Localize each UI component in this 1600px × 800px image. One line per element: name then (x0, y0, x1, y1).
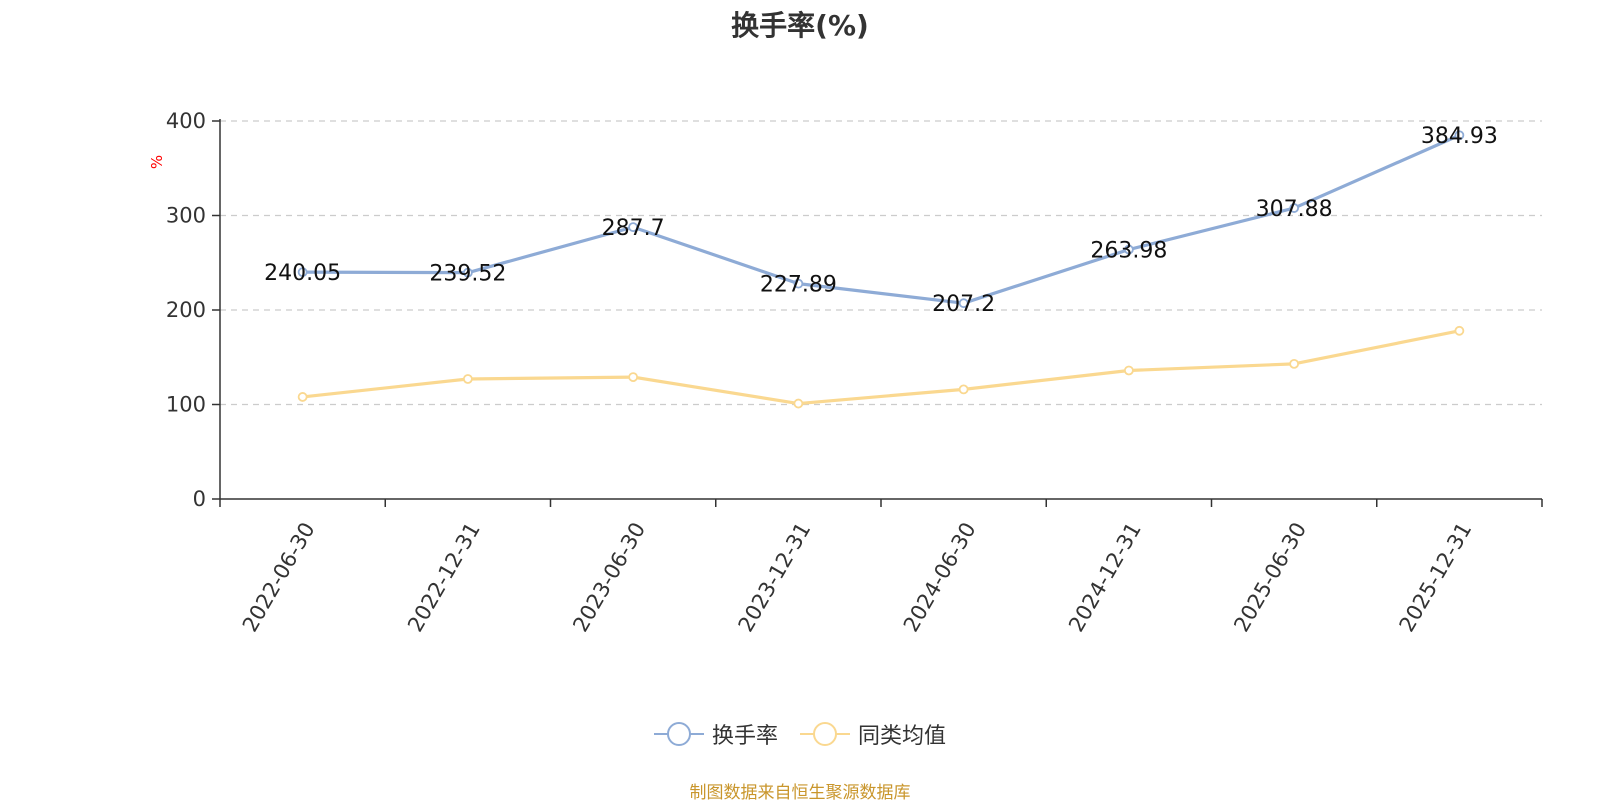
data-point-turnover[interactable] (297, 267, 308, 278)
y-tick-label: 100 (166, 393, 206, 417)
data-label: 240.05 (264, 261, 341, 286)
x-tick-label: 2022-12-31 (403, 518, 485, 636)
legend-label-peer-average: 同类均值 (858, 724, 947, 749)
data-point-peer-average[interactable] (1454, 325, 1465, 336)
y-tick-label: 0 (193, 487, 206, 511)
data-point-peer-average[interactable] (793, 398, 804, 409)
x-tick-label: 2022-06-30 (238, 518, 320, 636)
data-point-turnover[interactable] (1454, 130, 1465, 141)
legend-item-peer-average[interactable]: 同类均值 (800, 718, 946, 750)
x-tick-label: 2023-06-30 (568, 518, 650, 636)
data-point-peer-average[interactable] (958, 384, 969, 395)
data-point-turnover[interactable] (793, 278, 804, 289)
chart-title: 换手率(%) (731, 9, 869, 42)
legend: 换手率 同类均值 (0, 718, 1600, 750)
data-label: 307.88 (1256, 197, 1333, 222)
data-label: 207.2 (932, 292, 995, 317)
x-tick-label: 2023-12-31 (734, 518, 816, 636)
data-point-peer-average[interactable] (628, 372, 639, 382)
data-label: 384.93 (1421, 124, 1498, 149)
gridlines (220, 120, 1542, 406)
data-point-turnover[interactable] (462, 267, 473, 278)
x-tick-label: 2025-06-30 (1229, 518, 1311, 636)
data-point-turnover[interactable] (1289, 203, 1300, 213)
data-label: 263.98 (1090, 239, 1167, 264)
legend-item-turnover[interactable]: 换手率 (653, 718, 778, 750)
x-tick-label: 2025-12-31 (1395, 518, 1477, 636)
legend-label-turnover: 换手率 (711, 724, 778, 749)
data-point-turnover[interactable] (628, 222, 639, 233)
data-label: 239.52 (429, 262, 506, 287)
data-point-peer-average[interactable] (297, 392, 308, 402)
series-line-turnover (302, 133, 1461, 305)
y-axis-unit-label: % (148, 155, 166, 169)
source-note: 制图数据来自恒生聚源数据库 (689, 783, 911, 800)
series-lines (297, 130, 1465, 409)
data-point-peer-average[interactable] (1123, 365, 1134, 376)
y-tick-label: 400 (166, 109, 206, 133)
y-tick-label: 300 (166, 204, 206, 228)
circle-line-icon (653, 722, 704, 746)
data-point-turnover[interactable] (1123, 244, 1134, 255)
series-line-peer-average (302, 329, 1460, 406)
data-labels: 240.05 239.52 287.7 227.89 207.2 263.98 307.88… (264, 124, 1498, 317)
data-point-peer-average[interactable] (1289, 358, 1300, 369)
x-tick-label: 2024-06-30 (899, 518, 981, 636)
y-tick-label: 200 (166, 298, 206, 322)
data-label: 287.7 (602, 216, 665, 241)
data-label: 227.89 (760, 273, 837, 298)
data-point-peer-average[interactable] (462, 374, 473, 384)
data-point-turnover[interactable] (958, 298, 969, 309)
x-tick-label: 2024-12-31 (1064, 518, 1146, 636)
circle-line-icon (800, 722, 850, 746)
